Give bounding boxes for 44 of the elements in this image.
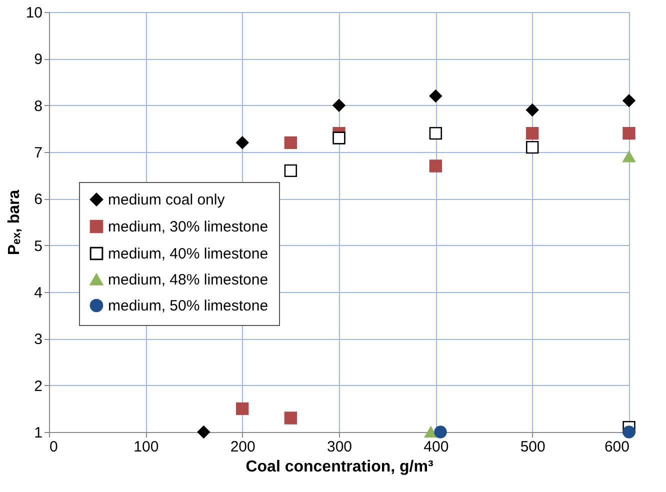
x-tick-label: 600 xyxy=(604,438,630,456)
point xyxy=(526,126,539,140)
point xyxy=(332,132,346,144)
point xyxy=(622,126,636,140)
y-tick-label: 5 xyxy=(34,238,42,255)
point xyxy=(429,160,442,172)
y-tick-label: 8 xyxy=(34,98,42,115)
legend-label: medium coal only xyxy=(108,192,226,208)
x-tick-label: 100 xyxy=(134,438,159,456)
x-tick-label: 300 xyxy=(326,438,352,456)
point xyxy=(622,94,636,108)
point xyxy=(429,126,442,140)
legend-label: medium, 50% limestone xyxy=(108,298,268,314)
point xyxy=(236,402,249,416)
point xyxy=(424,426,438,438)
y-tick-label: 10 xyxy=(26,4,42,22)
x-axis-title: Coal concentration, g/m³ xyxy=(246,458,434,476)
point xyxy=(434,426,447,438)
y-tick-label: 4 xyxy=(34,284,42,302)
point xyxy=(429,90,442,102)
point xyxy=(284,136,298,150)
x-tick-label: 0 xyxy=(50,438,58,456)
point xyxy=(197,426,210,438)
y-tick-label: 9 xyxy=(34,51,42,68)
x-tick-label: 200 xyxy=(230,438,256,456)
legend-label: medium, 48% limestone xyxy=(108,272,268,288)
y-axis-title: Pₑₓ, bara xyxy=(6,190,23,256)
x-tick-label: 500 xyxy=(520,438,546,456)
point xyxy=(284,412,298,424)
point xyxy=(622,426,636,438)
y-tick-label: 3 xyxy=(34,331,42,348)
y-tick-label: 1 xyxy=(34,424,42,442)
legend-label: medium, 30% limestone xyxy=(108,218,268,236)
point xyxy=(622,151,636,162)
x-tick-label: 400 xyxy=(424,438,449,456)
point xyxy=(332,98,346,112)
point xyxy=(236,136,249,150)
point xyxy=(284,164,298,178)
y-tick-label: 6 xyxy=(34,191,42,208)
legend-label: medium, 40% limestone xyxy=(108,246,268,262)
y-tick-label: 2 xyxy=(34,378,42,395)
y-tick-label: 7 xyxy=(34,144,42,162)
point xyxy=(526,104,539,116)
point xyxy=(526,140,539,154)
